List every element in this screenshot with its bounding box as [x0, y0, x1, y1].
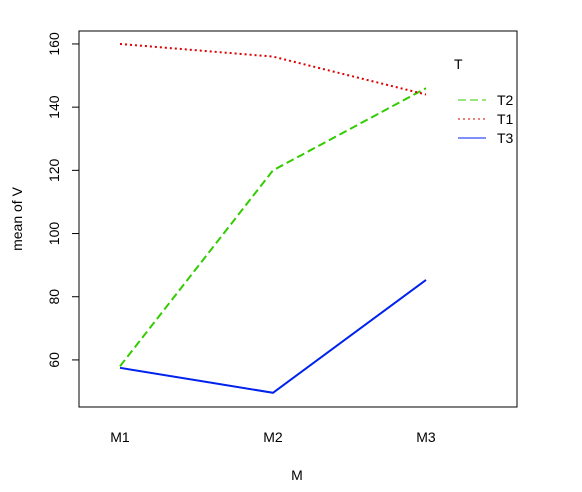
x-tick-label: M1: [110, 429, 130, 445]
x-axis-label: M: [291, 467, 303, 483]
y-tick-label: 160: [46, 32, 62, 56]
y-tick-label: 60: [46, 352, 62, 368]
y-tick-label: 140: [46, 95, 62, 119]
y-tick-label: 80: [46, 289, 62, 305]
y-tick-label: 100: [46, 222, 62, 246]
x-tick-label: M3: [416, 429, 436, 445]
legend-label: T2: [497, 92, 514, 108]
y-tick-label: 120: [46, 158, 62, 182]
y-axis-label: mean of V: [9, 186, 25, 250]
legend-label: T3: [497, 130, 514, 146]
series-line: [119, 87, 427, 367]
x-tick-label: M2: [263, 429, 283, 445]
legend-title: T: [454, 56, 463, 72]
series-line: [119, 42, 427, 96]
plot-box: [78, 30, 518, 408]
series-line: [119, 279, 427, 394]
legend-label: T1: [497, 111, 514, 127]
